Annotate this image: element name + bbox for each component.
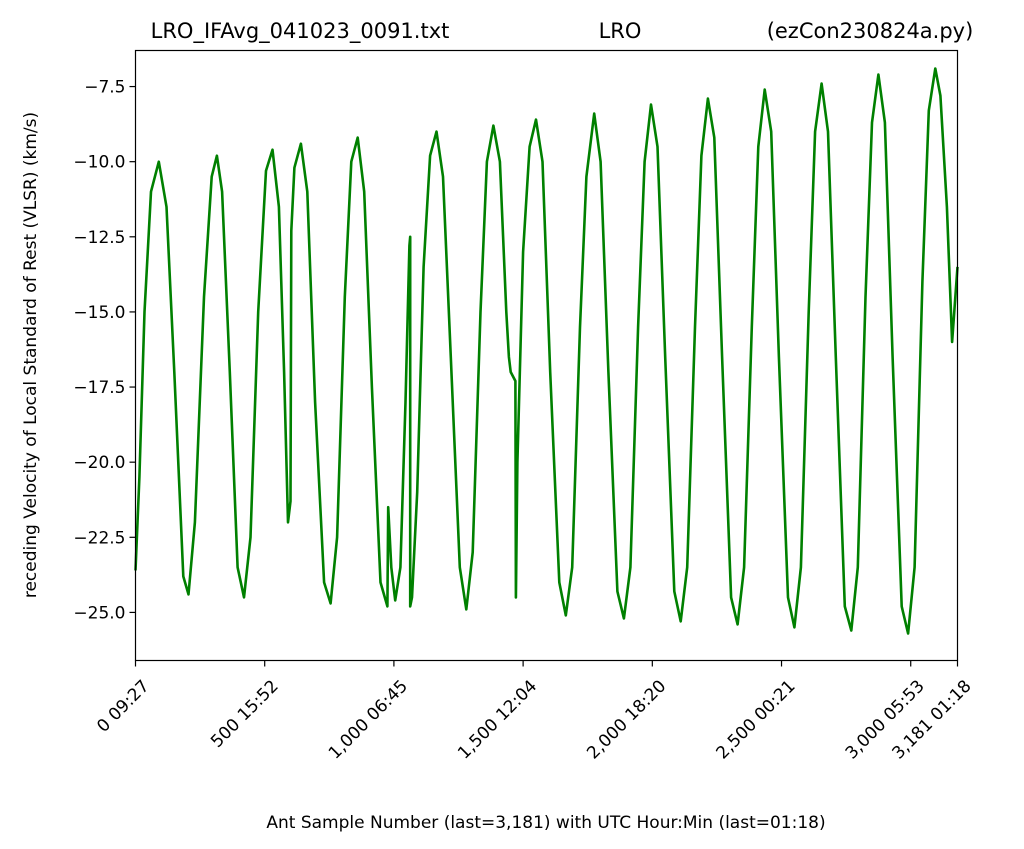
x-tick-label: 500 15:52	[207, 676, 283, 752]
x-axis-label: Ant Sample Number (last=3,181) with UTC …	[266, 813, 825, 833]
chart-title-left: LRO_IFAvg_041023_0091.txt	[151, 19, 450, 44]
x-tick-label: 2,500 00:21	[713, 676, 800, 763]
y-tick-label: −12.5	[73, 228, 125, 248]
series-line-0	[134, 67, 959, 635]
y-tick-label: −22.5	[73, 528, 125, 548]
y-tick-label: −25.0	[73, 603, 125, 623]
y-tick-label: −7.5	[84, 78, 125, 98]
y-tick-label: −20.0	[73, 453, 125, 473]
x-tick-label: 1,000 06:45	[325, 676, 412, 763]
y-tick-label: −17.5	[73, 378, 125, 398]
x-tick-label: 0 09:27	[93, 676, 153, 736]
axes-frame	[134, 49, 959, 662]
y-axis: −7.5 −10.0 −12.5 −15.0 −17.5 −20.0 −22.5 −25.0	[73, 78, 136, 623]
y-tick-label: −10.0	[73, 153, 125, 173]
x-tick-label: 2,000 18:20	[583, 676, 670, 763]
x-axis: 0 09:27 500 15:52 1,000 06:45 1,500 12:04 2,…	[93, 660, 976, 763]
chart-title-center: LRO	[599, 19, 642, 43]
chart-title-right: (ezCon230824a.py)	[767, 19, 974, 43]
x-tick-label: 1,500 12:04	[454, 676, 541, 763]
y-axis-label: receding Velocity of Local Standard of R…	[21, 112, 41, 598]
plot-area	[134, 67, 959, 635]
y-tick-label: −15.0	[73, 303, 125, 323]
